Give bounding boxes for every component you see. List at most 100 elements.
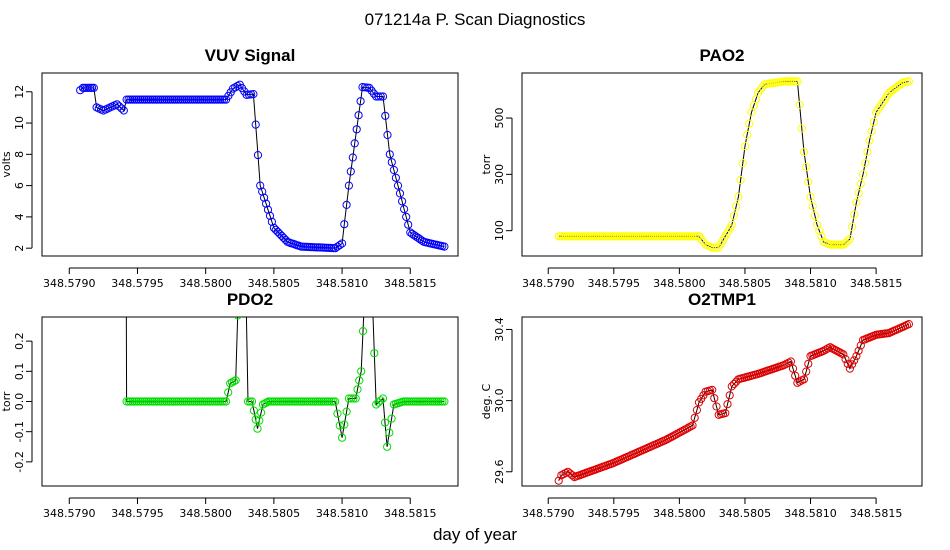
o2tmp1-data-point: [784, 358, 793, 367]
o2tmp1-data-point: [839, 350, 848, 359]
pdo2-data-point: [229, 377, 238, 386]
pdo2-data-point: [178, 397, 187, 406]
pao2-data-point: [867, 127, 876, 136]
pdo2-data-point: [251, 415, 260, 424]
pdo2-y-tick-label: -0.2: [13, 451, 26, 472]
o2tmp1-data-point: [821, 345, 830, 354]
pdo2-data-point: [365, 247, 372, 254]
pdo2-data-point: [380, 418, 390, 427]
vuv-data-point: [265, 211, 275, 220]
pao2-data-point: [754, 88, 763, 97]
pao2-data-point: [797, 124, 806, 133]
pao2-data-point: [710, 243, 719, 252]
pdo2-data-point: [422, 397, 431, 406]
pao2-data-point: [856, 179, 865, 188]
vuv-data-point: [154, 95, 163, 104]
pdo2-data-point: [358, 327, 368, 336]
o2tmp1-data-point: [780, 360, 789, 370]
o2tmp1-data-point: [568, 471, 577, 480]
o2tmp1-data-point: [690, 413, 699, 422]
pao2-data-point: [848, 222, 857, 231]
pdo2-data-point: [182, 397, 191, 406]
vuv-data-point: [188, 95, 197, 104]
vuv-data-point: [214, 95, 223, 104]
pao2-x-tick-label: 348.5795: [588, 277, 641, 290]
vuv-data-point: [391, 173, 400, 182]
pdo2-data-point: [338, 433, 347, 442]
vuv-data-point: [112, 100, 122, 109]
o2tmp1-x-tick-label: 348.5800: [653, 507, 706, 520]
o2tmp1-data-point: [799, 375, 809, 384]
vuv-data-point: [228, 84, 238, 93]
pdo2-data-point: [287, 397, 297, 406]
pdo2-data-point: [130, 397, 139, 406]
pdo2-data-point: [335, 421, 344, 430]
vuv-x-tick-label: 348.5790: [43, 277, 96, 290]
vuv-data-point: [210, 95, 219, 104]
pdo2-data-point: [311, 397, 320, 406]
o2tmp1-data-point: [837, 349, 846, 358]
pao2-data-point: [697, 235, 706, 244]
vuv-data-point: [186, 95, 195, 104]
pdo2-data-point: [138, 397, 147, 406]
o2tmp1-data-point: [712, 402, 721, 411]
vuv-data-point: [192, 95, 201, 104]
pdo2-data-point: [257, 408, 266, 417]
vuv-data-point: [198, 95, 207, 104]
pdo2-y-tick-label: 0.0: [13, 393, 26, 411]
pao2-data-point: [854, 189, 863, 198]
vuv-data-point: [365, 83, 374, 93]
vuv-data-point: [115, 102, 124, 111]
pao2-data-point: [736, 175, 745, 185]
pdo2-data-point: [285, 397, 295, 406]
pao2-y-tick-label: 500: [493, 108, 506, 129]
o2tmp1-data-point: [557, 471, 566, 480]
pdo2-title: PDO2: [227, 290, 273, 309]
pao2-x-tick-label: 348.5810: [784, 277, 837, 290]
pao2-data-point: [863, 147, 872, 156]
pdo2-data-point: [426, 397, 435, 406]
pao2-x-tick-label: 348.5815: [850, 277, 903, 290]
pao2-data-point: [813, 220, 822, 230]
pao2-data-point: [804, 177, 813, 186]
vuv-data-point: [138, 95, 147, 104]
o2tmp1-data-point: [848, 360, 857, 369]
o2tmp1-data-point: [843, 359, 852, 368]
vuv-data-point: [190, 95, 199, 104]
vuv-data-point: [395, 189, 405, 198]
pdo2-data-point: [374, 398, 383, 407]
vuv-data-point: [134, 95, 143, 104]
pao2-data-point: [843, 236, 852, 246]
pdo2-data-point: [349, 394, 358, 403]
vuv-data-point: [218, 95, 227, 104]
o2tmp1-data-point: [729, 379, 739, 389]
pdo2-data-point: [156, 397, 165, 406]
vuv-data-point: [356, 97, 365, 106]
vuv-data-point: [182, 95, 191, 104]
o2tmp1-data-point: [795, 377, 804, 386]
vuv-data-point: [89, 83, 98, 93]
vuv-data-point: [208, 95, 217, 104]
o2tmp1-x-tick-label: 348.5795: [588, 507, 641, 520]
pdo2-data-point: [208, 397, 217, 406]
pdo2-x-tick-label: 348.5790: [43, 507, 96, 520]
pao2-data-point: [808, 202, 817, 211]
vuv-data-point: [348, 153, 357, 162]
pdo2-data-point: [369, 298, 376, 305]
pdo2-data-point: [351, 394, 360, 403]
vuv-signal-panel: VUV Signal 348.5790 348.5795 348.5800 348.58…: [0, 46, 459, 290]
o2tmp1-data-point: [732, 377, 741, 386]
pao2-data-point: [740, 142, 750, 151]
pdo2-data-point: [333, 409, 342, 418]
o2tmp1-data-point: [554, 476, 563, 485]
vuv-data-point: [184, 95, 193, 104]
pao2-data-point: [738, 159, 747, 168]
pdo2-data-point: [192, 397, 201, 406]
pao2-data-point: [793, 77, 802, 86]
vuv-data-point: [262, 199, 271, 208]
pdo2-data-point: [174, 397, 183, 406]
o2tmp1-data-point: [686, 422, 695, 431]
vuv-data-point: [156, 95, 165, 104]
vuv-data-point: [387, 158, 396, 167]
